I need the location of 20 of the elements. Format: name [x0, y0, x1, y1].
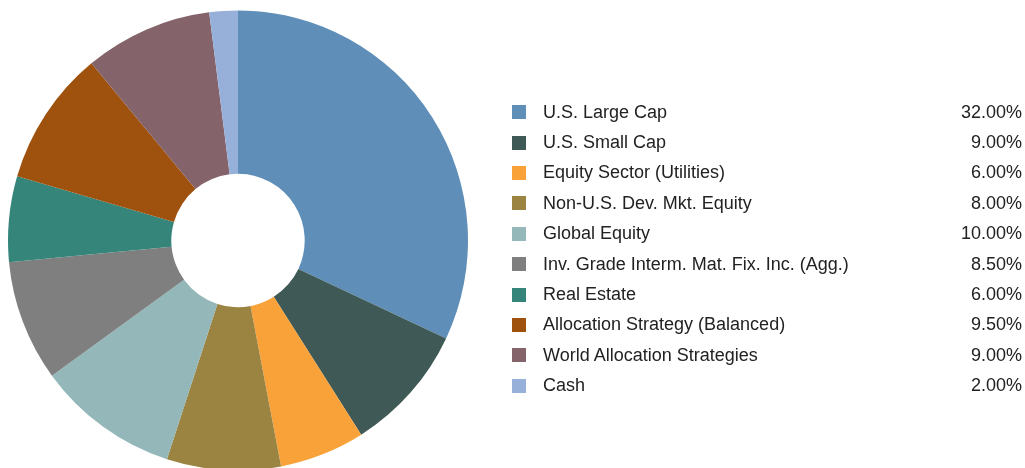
data-label: 9.50%	[970, 314, 1022, 336]
legend-label: U.S. Large Cap	[543, 101, 669, 123]
legend-label: Inv. Grade Interm. Mat. Fix. Inc. (Agg.)	[543, 253, 850, 275]
data-label: 9.00%	[970, 132, 1022, 154]
legend-label: World Allocation Strategies	[543, 344, 759, 366]
data-label: 8.50%	[970, 253, 1022, 275]
legend-label: Global Equity	[543, 223, 652, 245]
legend-label: Cash	[543, 375, 587, 397]
data-label: 6.00%	[970, 284, 1022, 306]
data-label: 10.00%	[960, 223, 1022, 245]
data-label: 2.00%	[970, 375, 1022, 397]
legend-label: Equity Sector (Utilities)	[543, 162, 727, 184]
legend-label: Allocation Strategy (Balanced)	[543, 314, 787, 336]
legend-label: Real Estate	[543, 284, 638, 306]
data-label: 32.00%	[960, 101, 1022, 123]
data-label: 9.00%	[970, 344, 1022, 366]
legend-label: U.S. Small Cap	[543, 132, 668, 154]
data-label: 8.00%	[970, 192, 1022, 214]
data-label: 6.00%	[970, 162, 1022, 184]
legend-label: Non-U.S. Dev. Mkt. Equity	[543, 192, 753, 214]
